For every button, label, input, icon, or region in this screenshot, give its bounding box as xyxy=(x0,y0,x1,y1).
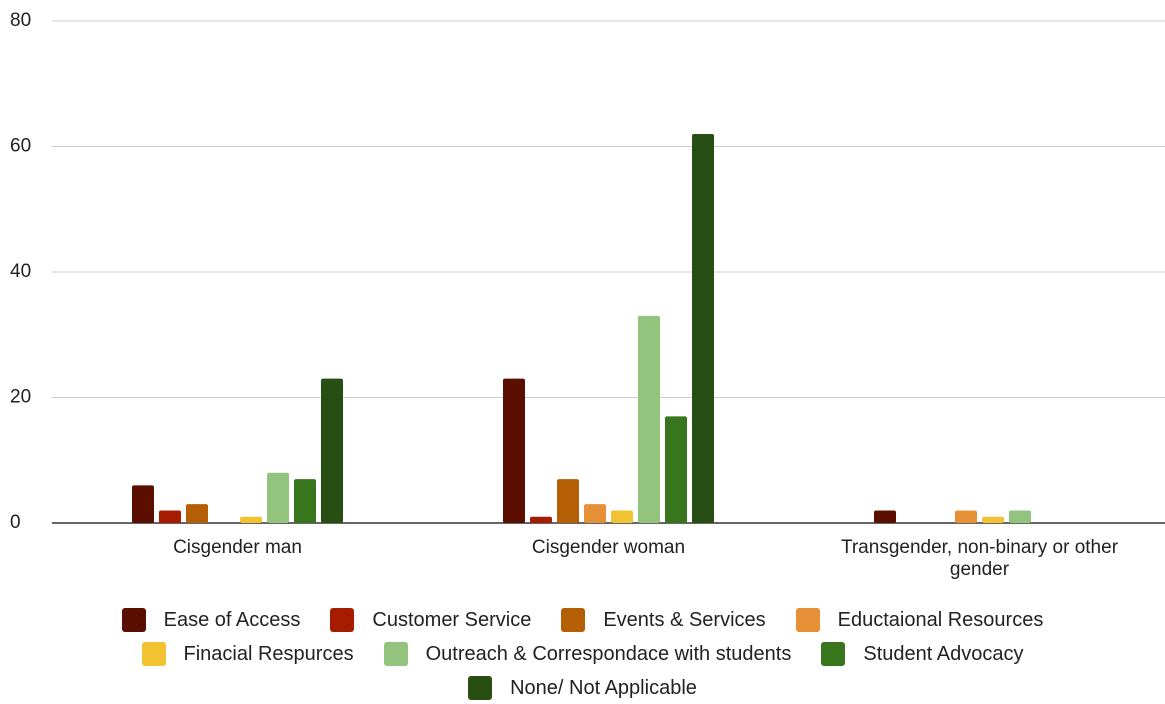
bar xyxy=(638,315,660,523)
bar xyxy=(294,479,316,523)
bar xyxy=(982,516,1004,523)
legend-item: Eductaional Resources xyxy=(795,608,1044,632)
bar xyxy=(692,133,714,523)
legend-label: Ease of Access xyxy=(163,608,301,631)
x-tick-label: Transgender, non-binary or other gender xyxy=(840,537,1119,580)
legend-swatch xyxy=(383,642,408,666)
bar xyxy=(159,510,181,523)
x-tick-label: Cisgender man xyxy=(173,537,302,558)
bar xyxy=(132,485,154,523)
legend-swatch xyxy=(468,676,493,700)
legend-label: Eductaional Resources xyxy=(837,608,1044,631)
bar xyxy=(186,504,208,523)
legend-swatch xyxy=(121,608,146,632)
bar xyxy=(267,472,289,523)
legend-item: None/ Not Applicable xyxy=(468,676,697,700)
legend-label: Events & Services xyxy=(603,608,766,631)
bar xyxy=(321,378,343,523)
x-tick-label: Cisgender woman xyxy=(531,537,686,558)
legend-item: Ease of Access xyxy=(121,608,301,632)
legend-item: Events & Services xyxy=(561,608,766,632)
bar xyxy=(955,510,977,523)
y-tick-label: 60 xyxy=(10,136,31,157)
y-tick-label: 40 xyxy=(10,261,31,282)
bar xyxy=(530,516,552,523)
legend-swatch xyxy=(795,608,820,632)
legend-item: Outreach & Correspondace with students xyxy=(383,642,792,666)
y-tick-label: 20 xyxy=(10,387,31,408)
legend-item: Customer Service xyxy=(330,608,531,632)
legend-swatch xyxy=(330,608,355,632)
chart: 0 20 40 60 80 xyxy=(10,10,1165,533)
legend-label: Outreach & Correspondace with students xyxy=(425,642,792,665)
legend-swatch xyxy=(821,642,846,666)
bar xyxy=(1009,510,1031,523)
bar xyxy=(665,416,687,523)
bar xyxy=(240,516,262,523)
legend-label: Student Advocacy xyxy=(863,642,1024,665)
bar xyxy=(503,378,525,523)
bar xyxy=(557,479,579,523)
legend-label: Finacial Respurces xyxy=(183,642,354,665)
bar xyxy=(611,510,633,523)
legend-item: Student Advocacy xyxy=(821,642,1023,666)
y-tick-label: 80 xyxy=(10,10,31,31)
y-tick-label: 0 xyxy=(10,512,21,533)
legend-item: Finacial Respurces xyxy=(141,642,354,666)
legend-label: None/ Not Applicable xyxy=(510,676,697,699)
legend-label: Customer Service xyxy=(372,608,532,631)
legend: Ease of Access Customer Service Events & S… xyxy=(15,608,1150,700)
legend-swatch xyxy=(141,642,166,666)
legend-swatch xyxy=(561,608,586,632)
bar xyxy=(874,510,896,523)
bar xyxy=(584,504,606,523)
